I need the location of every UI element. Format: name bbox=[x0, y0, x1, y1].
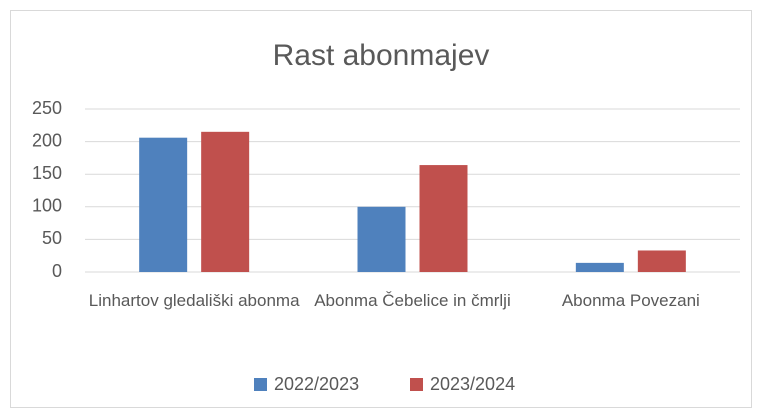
x-tick-label-box: Abonma Povezani bbox=[561, 291, 700, 310]
bar bbox=[357, 206, 406, 272]
bar bbox=[575, 262, 624, 272]
bar bbox=[419, 165, 468, 272]
chart-title: Rast abonmajev bbox=[273, 39, 490, 72]
legend-label: 2023/2024 bbox=[430, 374, 515, 394]
legend-swatch bbox=[254, 378, 267, 391]
y-tick-label: 100 bbox=[32, 196, 62, 216]
x-tick-label: Abonma Povezani bbox=[561, 291, 700, 310]
x-tick-label-box: Abonma Čebelice in čmrlji bbox=[314, 291, 511, 310]
y-tick-label: 150 bbox=[32, 163, 62, 183]
legend-label: 2022/2023 bbox=[274, 374, 359, 394]
legend-swatch bbox=[410, 378, 423, 391]
y-tick-label: 250 bbox=[32, 98, 62, 118]
y-tick-label: 200 bbox=[32, 130, 62, 150]
bar bbox=[637, 250, 686, 272]
bar bbox=[201, 131, 250, 272]
x-tick-label: Abonma Čebelice in čmrlji bbox=[314, 291, 511, 310]
x-tick-label-box: Linhartov gledališki abonma bbox=[88, 291, 300, 310]
bar bbox=[139, 137, 188, 272]
x-tick-label: Linhartov gledališki abonma bbox=[88, 291, 300, 310]
y-tick-label: 0 bbox=[52, 261, 62, 281]
y-tick-label: 50 bbox=[42, 228, 62, 248]
